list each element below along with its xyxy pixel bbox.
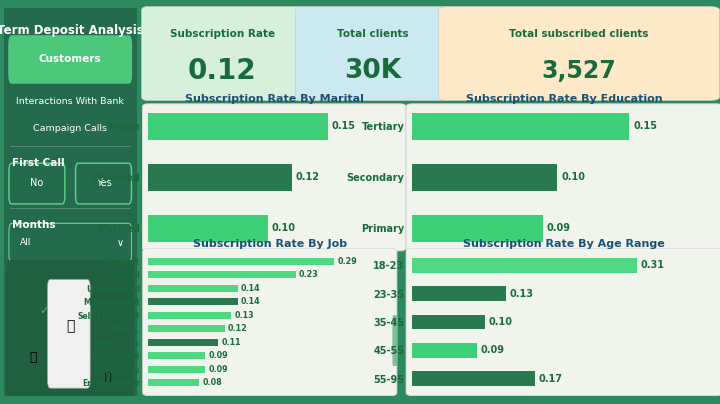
FancyBboxPatch shape <box>392 315 397 366</box>
Bar <box>412 343 477 358</box>
Bar <box>148 215 268 242</box>
Text: 🏛: 🏛 <box>66 319 74 333</box>
Text: Subscription Rate: Subscription Rate <box>170 29 275 38</box>
Bar <box>148 379 199 386</box>
Bar <box>412 113 629 140</box>
Text: 0.10: 0.10 <box>562 173 585 182</box>
Text: Total clients: Total clients <box>337 29 409 38</box>
Text: 30K: 30K <box>344 58 402 84</box>
FancyBboxPatch shape <box>406 104 720 251</box>
Text: First Call: First Call <box>12 158 64 168</box>
Text: 0.09: 0.09 <box>209 351 228 360</box>
Text: Term Deposit Analysis: Term Deposit Analysis <box>0 23 143 37</box>
FancyBboxPatch shape <box>6 260 134 400</box>
FancyBboxPatch shape <box>9 163 65 204</box>
Text: 0.13: 0.13 <box>510 288 534 299</box>
Text: All: All <box>19 238 31 247</box>
Text: 0.08: 0.08 <box>202 378 222 387</box>
Title: Subscription Rate By Job: Subscription Rate By Job <box>193 239 347 249</box>
Bar <box>148 325 225 332</box>
Text: 0.12: 0.12 <box>188 57 256 85</box>
Bar <box>148 285 238 292</box>
Text: Customers: Customers <box>39 54 102 64</box>
Bar <box>412 258 636 273</box>
Text: 🌿: 🌿 <box>104 372 111 381</box>
Text: 0.31: 0.31 <box>640 260 665 270</box>
Text: 0.14: 0.14 <box>241 297 261 306</box>
Text: Months: Months <box>12 220 55 230</box>
Bar <box>412 315 485 329</box>
Text: 0.15: 0.15 <box>332 121 356 131</box>
Bar <box>148 366 205 373</box>
Text: ∨: ∨ <box>117 238 124 248</box>
Bar <box>412 164 557 191</box>
Text: 0.12: 0.12 <box>296 173 320 182</box>
Bar <box>148 352 205 359</box>
Text: Campaign Calls: Campaign Calls <box>33 124 107 133</box>
Text: Interactions With Bank: Interactions With Bank <box>17 97 124 106</box>
Text: 🧑: 🧑 <box>29 351 37 364</box>
FancyBboxPatch shape <box>8 35 132 84</box>
Text: 0.14: 0.14 <box>241 284 261 293</box>
Text: 0.23: 0.23 <box>299 270 318 279</box>
Text: 0.13: 0.13 <box>235 311 254 320</box>
Text: 0.17: 0.17 <box>539 374 563 384</box>
Text: Total subscribed clients: Total subscribed clients <box>510 29 649 38</box>
Bar <box>412 215 543 242</box>
Text: 0.15: 0.15 <box>634 121 658 131</box>
Title: Subscription Rate By Age Range: Subscription Rate By Age Range <box>464 239 665 249</box>
Bar <box>148 271 295 278</box>
Bar <box>148 339 218 346</box>
FancyBboxPatch shape <box>1 0 140 404</box>
FancyBboxPatch shape <box>48 280 90 388</box>
Text: 0.10: 0.10 <box>271 223 296 234</box>
Title: Subscription Rate By Marital: Subscription Rate By Marital <box>185 95 364 105</box>
Text: 0.09: 0.09 <box>209 365 228 374</box>
Bar <box>148 312 231 319</box>
FancyBboxPatch shape <box>143 104 405 251</box>
Text: 0.12: 0.12 <box>228 324 248 333</box>
Text: Yes: Yes <box>96 179 112 188</box>
FancyBboxPatch shape <box>76 163 132 204</box>
FancyBboxPatch shape <box>438 6 720 101</box>
Bar <box>412 371 535 386</box>
Bar <box>148 298 238 305</box>
Text: 3,527: 3,527 <box>541 59 616 83</box>
Text: 0.09: 0.09 <box>547 223 571 234</box>
Text: 0.10: 0.10 <box>488 317 512 327</box>
Text: 0.11: 0.11 <box>222 338 241 347</box>
Text: 0.29: 0.29 <box>338 257 357 266</box>
Bar <box>148 164 292 191</box>
Text: 0.09: 0.09 <box>481 345 505 356</box>
Text: No: No <box>30 179 43 188</box>
FancyBboxPatch shape <box>9 223 132 262</box>
Bar <box>412 286 506 301</box>
Bar <box>148 113 328 140</box>
FancyBboxPatch shape <box>142 6 303 101</box>
Title: Subscription Rate By Education: Subscription Rate By Education <box>466 95 662 105</box>
Bar <box>148 258 334 265</box>
Text: ✓: ✓ <box>39 305 48 316</box>
FancyBboxPatch shape <box>406 248 720 396</box>
FancyBboxPatch shape <box>143 248 397 396</box>
FancyBboxPatch shape <box>295 6 451 101</box>
